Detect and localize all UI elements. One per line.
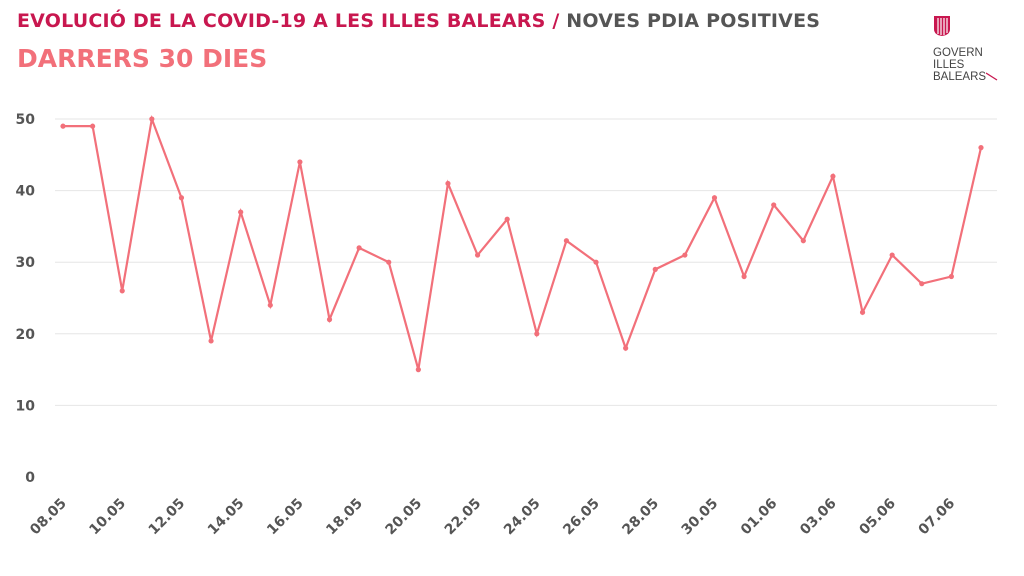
data-point xyxy=(948,273,954,280)
data-point xyxy=(415,367,421,373)
data-point xyxy=(563,238,570,244)
x-tick-label: 22.05 xyxy=(442,496,485,539)
x-tick-label: 01.06 xyxy=(738,496,781,539)
logo-emblem-icon xyxy=(934,16,950,36)
y-tick-label: 20 xyxy=(16,327,36,343)
data-point xyxy=(474,252,481,258)
data-point xyxy=(119,288,125,294)
data-point xyxy=(149,116,155,122)
y-tick-label: 0 xyxy=(25,470,35,486)
data-point xyxy=(60,123,66,129)
data-point xyxy=(771,202,777,208)
data-point xyxy=(267,302,273,308)
data-point xyxy=(238,209,244,215)
y-tick-label: 10 xyxy=(16,398,36,414)
data-point xyxy=(682,252,688,258)
data-point xyxy=(652,266,658,272)
data-point xyxy=(889,252,895,258)
data-point xyxy=(297,159,303,165)
x-tick-label: 30.05 xyxy=(679,496,722,539)
data-point xyxy=(593,259,599,265)
series-line xyxy=(63,114,983,370)
data-point xyxy=(445,180,451,187)
x-tick-label: 16.05 xyxy=(264,496,307,539)
y-tick-label: 50 xyxy=(16,112,36,128)
x-tick-label: 28.05 xyxy=(619,496,662,539)
data-point xyxy=(830,173,836,179)
data-point xyxy=(978,145,984,151)
chart-title: EVOLUCIÓ DE LA COVID-19 A LES ILLES BALE… xyxy=(17,10,820,32)
data-point xyxy=(623,345,629,351)
data-point xyxy=(356,245,362,251)
logo-line-1: GOVERN xyxy=(933,47,983,59)
data-point xyxy=(208,338,214,344)
x-tick-label: 26.05 xyxy=(560,496,603,539)
data-point xyxy=(741,273,747,280)
chart-subtitle: DARRERS 30 DIES xyxy=(17,44,268,73)
y-tick-label: 40 xyxy=(16,184,36,200)
x-tick-label: 07.06 xyxy=(916,496,959,539)
x-tick-label: 08.05 xyxy=(27,496,70,539)
x-tick-label: 20.05 xyxy=(383,496,426,539)
govern-logo: GOVERN ILLES BALEARS xyxy=(933,15,1013,83)
data-point xyxy=(919,281,925,287)
data-point xyxy=(859,309,866,315)
title-main: EVOLUCIÓ DE LA COVID-19 A LES ILLES BALE… xyxy=(17,10,546,32)
data-point xyxy=(800,238,806,244)
x-tick-label: 24.05 xyxy=(501,496,544,539)
title-separator: / xyxy=(545,10,567,32)
y-tick-label: 30 xyxy=(16,255,36,271)
data-point xyxy=(90,123,96,129)
x-tick-label: 14.05 xyxy=(205,496,248,539)
x-tick-label: 12.05 xyxy=(146,496,189,539)
data-point xyxy=(178,195,185,201)
data-point xyxy=(534,331,540,337)
data-point xyxy=(504,216,510,222)
logo-slash-icon xyxy=(985,72,998,81)
x-tick-label: 03.06 xyxy=(797,496,840,539)
data-point xyxy=(326,316,333,323)
logo-line-3: BALEARS xyxy=(933,71,1013,83)
data-point xyxy=(711,195,718,201)
logo-line-2: ILLES xyxy=(933,59,965,71)
x-tick-label: 05.06 xyxy=(856,496,899,539)
title-secondary: NOVES PDIA POSITIVES xyxy=(566,10,821,32)
x-tick-label: 10.05 xyxy=(86,496,129,539)
x-tick-label: 18.05 xyxy=(323,496,366,539)
data-point xyxy=(386,259,392,265)
